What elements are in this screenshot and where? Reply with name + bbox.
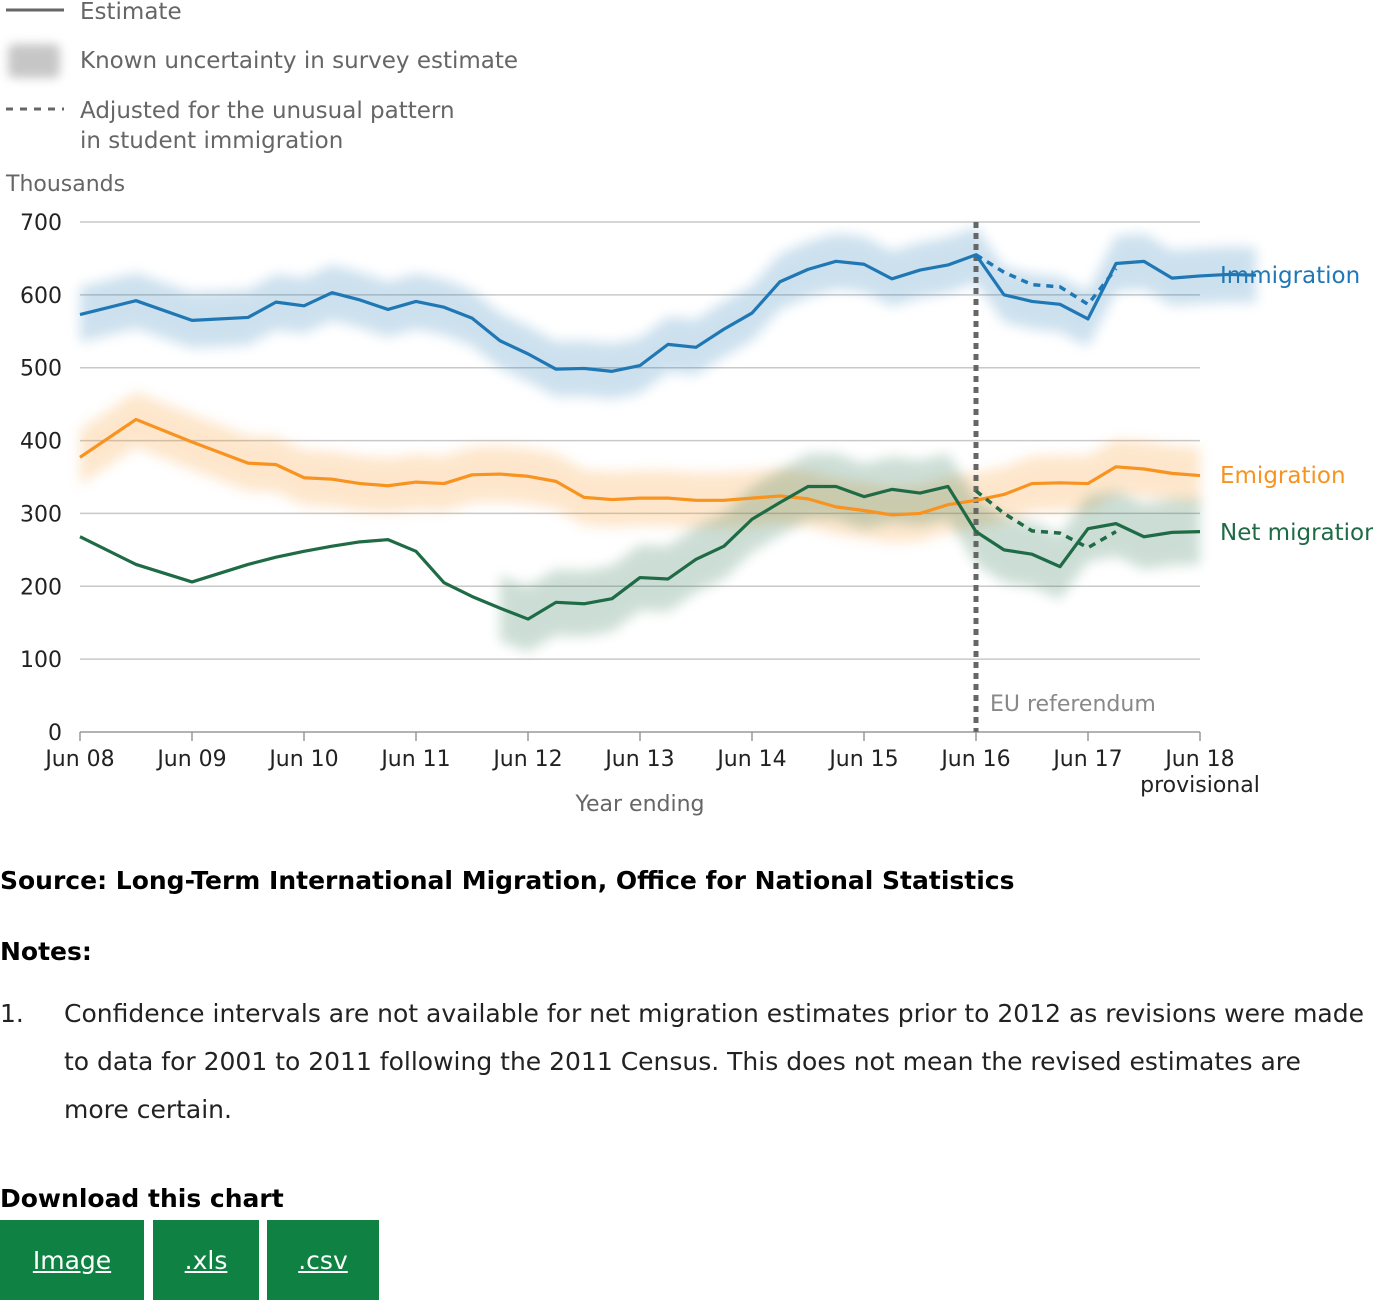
y-tick-label-400: 400 xyxy=(20,430,62,455)
series-line-emigration xyxy=(79,417,1201,517)
x-tick-label-8: Jun 16 xyxy=(939,747,1010,772)
y-tick-label-300: 300 xyxy=(20,502,62,527)
x-axis-label: Year ending xyxy=(574,792,704,817)
x-tick-label-5: Jun 13 xyxy=(603,747,674,772)
series-label-immigration: Immigration xyxy=(1220,263,1360,289)
note-number: 1. xyxy=(0,999,24,1028)
x-axis: Jun 08 Jun 09 Jun 10 Jun 11 Jun 12 Jun 13 Jun … xyxy=(43,732,1260,798)
migration-chart: Estimate Known uncertainty in survey est… xyxy=(5,0,1373,817)
x-tick-label-9: Jun 17 xyxy=(1051,747,1122,772)
legend-adjusted-label-line1: Adjusted for the unusual pattern xyxy=(80,98,455,124)
y-tick-label-700: 700 xyxy=(20,211,62,236)
series-label-emigration: Emigration xyxy=(1220,463,1346,489)
legend-estimate-label: Estimate xyxy=(80,0,182,25)
uncertainty-bands xyxy=(80,227,1256,652)
x-tick-label-6: Jun 14 xyxy=(715,747,786,772)
series-line-net-migration xyxy=(79,484,1201,621)
y-tick-label-0: 0 xyxy=(48,721,62,746)
adjusted-line-immigration-adjusted xyxy=(975,253,1118,307)
note-item: 1. Confidence intervals are not availabl… xyxy=(0,990,1373,1134)
x-tick-label-3: Jun 11 xyxy=(379,747,450,772)
notes-list: 1. Confidence intervals are not availabl… xyxy=(0,990,1373,1134)
y-axis-label: Thousands xyxy=(5,172,125,197)
download-heading: Download this chart xyxy=(0,1184,284,1213)
x-tick-sublabel-10: provisional xyxy=(1140,773,1260,798)
legend-uncertainty-label: Known uncertainty in survey estimate xyxy=(80,48,518,74)
y-tick-label-200: 200 xyxy=(20,575,62,600)
referendum-marker: EU referendum xyxy=(973,222,1156,732)
download-csv-button[interactable]: .csv xyxy=(267,1220,379,1300)
legend-adjusted-label-line2: in student immigration xyxy=(80,128,343,154)
download-xls-button[interactable]: .xls xyxy=(153,1220,259,1300)
y-tick-label-100: 100 xyxy=(20,648,62,673)
series-line-immigration xyxy=(79,253,1257,373)
x-tick-label-7: Jun 15 xyxy=(827,747,898,772)
notes-heading: Notes: xyxy=(0,937,92,966)
series-lines xyxy=(79,253,1257,621)
x-tick-label-1: Jun 09 xyxy=(155,747,226,772)
y-tick-label-600: 600 xyxy=(20,284,62,309)
adjusted-line-net-migration-adjusted xyxy=(974,489,1117,550)
x-tick-label-0: Jun 08 xyxy=(43,747,114,772)
uncertainty-band-emigration xyxy=(80,391,1200,543)
y-tick-label-500: 500 xyxy=(20,357,62,382)
x-tick-label-2: Jun 10 xyxy=(267,747,338,772)
legend-uncertainty-swatch xyxy=(8,44,60,78)
series-label-net-migration: Net migration xyxy=(1220,520,1373,546)
note-text: Confidence intervals are not available f… xyxy=(64,999,1364,1124)
legend: Estimate Known uncertainty in survey est… xyxy=(6,0,518,154)
chart-source: Source: Long-Term International Migratio… xyxy=(0,866,1015,895)
uncertainty-band-immigration xyxy=(80,227,1256,400)
uncertainty-band-net-migration xyxy=(500,453,1200,652)
referendum-label: EU referendum xyxy=(990,692,1156,717)
series-labels: Immigration Emigration Net migration xyxy=(1220,263,1373,546)
download-image-button[interactable]: Image xyxy=(0,1220,144,1300)
x-tick-label-10: Jun 18 xyxy=(1163,747,1234,772)
x-tick-label-4: Jun 12 xyxy=(491,747,562,772)
